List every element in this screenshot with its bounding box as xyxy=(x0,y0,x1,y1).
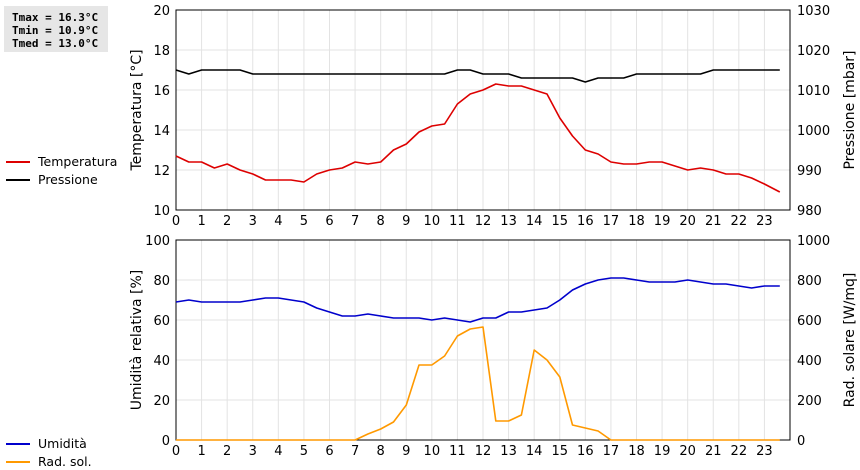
plot-frame xyxy=(175,9,791,211)
x-tick-label: 12 xyxy=(475,444,492,459)
y-axis-title: Temperatura [°C] xyxy=(129,49,145,171)
x-tick-label: 3 xyxy=(249,444,257,459)
legend-swatch-pressione xyxy=(6,179,30,181)
x-tick-label: 6 xyxy=(325,214,333,229)
x-tick-label: 16 xyxy=(577,214,594,229)
x-tick-label: 15 xyxy=(551,214,568,229)
x-tick-label: 0 xyxy=(172,444,180,459)
x-tick-label: 11 xyxy=(449,444,466,459)
y2-tick-label: 980 xyxy=(797,204,822,219)
x-tick-label: 15 xyxy=(551,444,568,459)
x-tick-label: 8 xyxy=(377,444,385,459)
x-tick-label: 2 xyxy=(223,214,231,229)
x-tick-label: 14 xyxy=(526,444,543,459)
x-tick-label: 20 xyxy=(679,214,696,229)
x-tick-label: 4 xyxy=(274,444,282,459)
y2-tick-label: 400 xyxy=(797,354,822,369)
x-tick-label: 21 xyxy=(705,444,722,459)
y2-tick-label: 0 xyxy=(797,434,805,449)
y2-tick-label: 600 xyxy=(797,314,822,329)
x-tick-label: 5 xyxy=(300,444,308,459)
legend-swatch-temperatura xyxy=(6,161,30,163)
x-tick-label: 3 xyxy=(249,214,257,229)
x-tick-label: 7 xyxy=(351,214,359,229)
y2-axis-title: Rad. solare [W/mq] xyxy=(842,273,858,408)
x-tick-label: 10 xyxy=(424,444,441,459)
y-tick-label: 20 xyxy=(153,4,170,19)
x-tick-label: 13 xyxy=(500,444,517,459)
y-tick-label: 12 xyxy=(153,164,170,179)
x-tick-label: 18 xyxy=(628,444,645,459)
x-tick-label: 17 xyxy=(603,214,620,229)
x-tick-label: 18 xyxy=(628,214,645,229)
series-line-pressione xyxy=(175,69,780,83)
legend-swatch-rad-sol xyxy=(6,461,30,463)
x-tick-label: 1 xyxy=(197,444,205,459)
y2-tick-label: 1000 xyxy=(797,124,830,139)
y2-tick-label: 990 xyxy=(797,164,822,179)
x-tick-label: 4 xyxy=(274,214,282,229)
y-tick-label: 0 xyxy=(162,434,170,449)
y-tick-label: 18 xyxy=(153,44,170,59)
y-tick-label: 100 xyxy=(145,234,170,249)
x-tick-label: 22 xyxy=(731,444,748,459)
x-tick-label: 21 xyxy=(705,214,722,229)
y-tick-label: 10 xyxy=(153,204,170,219)
y2-tick-label: 1010 xyxy=(797,84,830,99)
y-tick-label: 16 xyxy=(153,84,170,99)
legend-swatch-umidita xyxy=(6,443,30,445)
y2-axis-title: Pressione [mbar] xyxy=(842,50,858,169)
x-tick-label: 5 xyxy=(300,214,308,229)
x-tick-label: 23 xyxy=(756,214,773,229)
x-tick-label: 11 xyxy=(449,214,466,229)
tmed-value: Tmed = 13.0°C xyxy=(12,37,99,50)
x-tick-label: 13 xyxy=(500,214,517,229)
y-tick-label: 20 xyxy=(153,394,170,409)
y-tick-label: 60 xyxy=(153,314,170,329)
series-line-temperatura xyxy=(175,83,781,193)
x-tick-label: 20 xyxy=(679,444,696,459)
weather-charts: 0 1 2 3 4 5 6 7 8 9 10 11 12 13 14 15 16 17 18 19 20 21 22 2310… xyxy=(129,4,858,459)
legend-label-pressione: Pressione xyxy=(38,172,98,187)
series-line-rad-sol xyxy=(176,326,780,441)
x-tick-label: 6 xyxy=(325,444,333,459)
legend-label-temperatura: Temperatura xyxy=(38,154,118,169)
y-axis-title: Umidità relativa [%] xyxy=(129,270,145,411)
stats-box: Tmax = 16.3°C Tmin = 10.9°C Tmed = 13.0°… xyxy=(4,6,108,52)
x-tick-label: 8 xyxy=(377,214,385,229)
x-tick-label: 17 xyxy=(603,444,620,459)
y2-tick-label: 800 xyxy=(797,274,822,289)
x-tick-label: 2 xyxy=(223,444,231,459)
x-tick-label: 10 xyxy=(424,214,441,229)
x-tick-label: 9 xyxy=(402,214,410,229)
y-tick-label: 80 xyxy=(153,274,170,289)
x-tick-label: 19 xyxy=(654,444,671,459)
tmin-value: Tmin = 10.9°C xyxy=(12,24,99,37)
x-tick-label: 1 xyxy=(197,214,205,229)
x-tick-label: 23 xyxy=(756,444,773,459)
tmax-value: Tmax = 16.3°C xyxy=(12,11,99,24)
x-tick-label: 9 xyxy=(402,444,410,459)
x-tick-label: 12 xyxy=(475,214,492,229)
y-tick-label: 40 xyxy=(153,354,170,369)
x-tick-label: 16 xyxy=(577,444,594,459)
y2-tick-label: 1020 xyxy=(797,44,830,59)
y2-tick-label: 200 xyxy=(797,394,822,409)
x-tick-label: 22 xyxy=(731,214,748,229)
y2-tick-label: 1030 xyxy=(797,4,830,19)
x-tick-label: 7 xyxy=(351,444,359,459)
x-tick-label: 19 xyxy=(654,214,671,229)
x-tick-label: 0 xyxy=(172,214,180,229)
x-tick-label: 14 xyxy=(526,214,543,229)
plot-frame xyxy=(175,239,791,441)
series-line-umidit xyxy=(175,277,780,323)
y2-tick-label: 1000 xyxy=(797,234,830,249)
y-tick-label: 14 xyxy=(153,124,170,139)
legend-label-umidita: Umidità xyxy=(38,436,87,451)
